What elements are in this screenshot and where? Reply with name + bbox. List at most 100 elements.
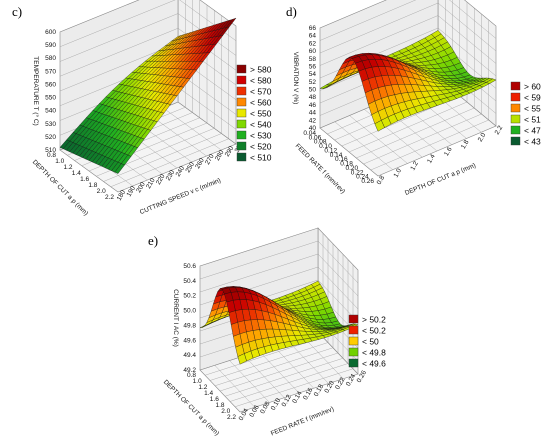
grid-line	[363, 14, 482, 165]
z-tick-label: 50.0	[183, 308, 196, 315]
legend-swatch	[348, 325, 359, 335]
z-tick-label: 570	[45, 68, 56, 75]
y-tick-label: 290	[224, 145, 236, 158]
legend-swatch	[510, 92, 521, 102]
grid-line	[288, 341, 329, 384]
z-tick-label: 58	[309, 56, 317, 63]
z-tick-label: 520	[45, 134, 56, 141]
legend-swatch	[236, 119, 247, 129]
surface-cell	[237, 353, 247, 365]
x-tick-label: 0.10	[319, 143, 332, 150]
x-tick-label: 0.20	[346, 165, 359, 172]
x-tick-label: 0.18	[340, 161, 353, 168]
z-tick-label: 49.2	[183, 367, 196, 374]
y-tick-label: 0.8	[376, 174, 387, 186]
legend-swatch	[348, 358, 359, 368]
legend-label: < 580	[250, 76, 272, 86]
legend-label: < 51	[524, 115, 541, 125]
grid-line	[163, 107, 222, 151]
z-tick-label: 56	[309, 63, 317, 70]
y-tick-label: 280	[214, 149, 226, 162]
y-tick-label: 2.0	[477, 131, 488, 143]
panel-label: c)	[12, 4, 22, 19]
x-tick-label: 1.4	[204, 390, 213, 397]
z-axis-title: CURRENT I AC (%)	[172, 289, 179, 347]
y-tick-label: 1.6	[443, 146, 454, 158]
y-tick-label: 1.4	[426, 153, 437, 165]
x-tick-label: 2.2	[227, 414, 236, 421]
z-tick-label: 60	[309, 48, 317, 55]
legend: > 580< 580< 570< 560< 550< 540< 530< 520…	[236, 64, 272, 163]
y-tick-label: 1.8	[460, 139, 471, 151]
legend-label: < 47	[524, 126, 541, 136]
legend: > 60< 59< 55< 51< 47< 43	[510, 82, 541, 147]
legend-label: > 580	[250, 65, 272, 75]
legend-swatch	[236, 75, 247, 85]
x-tick-label: 0.24	[356, 174, 369, 181]
legend-swatch	[510, 136, 521, 146]
x-axis-title: DEPTH OF CUT a p (mm)	[162, 379, 220, 437]
legend-swatch	[348, 347, 359, 357]
legend-swatch	[510, 114, 521, 124]
x-tick-label: 2.0	[97, 188, 106, 195]
legend-label: < 570	[250, 87, 272, 97]
z-tick-label: 550	[45, 95, 56, 102]
z-tick-label: 42	[309, 117, 317, 124]
x-tick-label: 2.2	[105, 194, 114, 201]
legend-swatch	[510, 103, 521, 113]
legend-swatch	[236, 64, 247, 74]
x-axis-title: DEPTH OF CUT a p (mm)	[31, 159, 89, 217]
legend-label: < 520	[250, 142, 272, 152]
x-tick-label: 1.2	[64, 164, 73, 171]
z-axis-title: VIBRATION V (%)	[292, 52, 299, 105]
x-tick-label: 1.2	[198, 384, 207, 391]
z-tick-label: 46	[309, 102, 317, 109]
legend-label: < 59	[524, 93, 541, 103]
legend-swatch	[236, 152, 247, 162]
legend-label: < 510	[250, 153, 272, 163]
grid-line	[319, 2, 497, 54]
grid-line	[209, 238, 329, 381]
grid-line	[348, 2, 468, 153]
legend: > 50.2< 50.2< 50< 49.8< 49.6	[348, 315, 386, 369]
legend-swatch	[236, 108, 247, 118]
x-tick-label: 1.8	[216, 402, 225, 409]
z-tick-label: 66	[309, 25, 317, 32]
legend-label: < 50	[362, 337, 379, 347]
y-tick-label: 180	[116, 189, 128, 202]
x-tick-label: 0.04	[303, 130, 316, 137]
y-tick-label: 2.2	[494, 124, 505, 136]
legend-swatch	[510, 125, 521, 135]
x-tick-label: 0.08	[314, 139, 327, 146]
x-tick-label: 2.0	[221, 408, 230, 415]
panel-label: e)	[148, 233, 158, 248]
surface-cell	[114, 163, 125, 174]
y-tick-label: 220	[155, 173, 167, 186]
z-tick-label: 44	[309, 110, 317, 117]
legend-swatch	[236, 86, 247, 96]
z-tick-label: 49.8	[183, 322, 196, 329]
y-axis-title: FEED RATE f (mm/rev)	[270, 406, 335, 438]
x-tick-label: 1.6	[80, 176, 89, 183]
grid-line	[59, 28, 237, 77]
x-tick-label: 0.8	[187, 372, 196, 379]
legend-label: < 55	[524, 104, 541, 114]
legend-swatch	[236, 97, 247, 107]
surface-mesh	[319, 30, 497, 132]
grid-line	[319, 0, 497, 41]
grid-line	[214, 243, 334, 386]
y-tick-label: 1.0	[393, 167, 404, 179]
x-tick-label: 0.16	[335, 156, 348, 163]
z-tick-label: 50.6	[183, 263, 196, 270]
grid-line	[199, 240, 359, 284]
surface-mesh	[59, 17, 237, 174]
x-axis-title: FEED RATE f (mm/rev)	[294, 143, 347, 196]
y-tick-label: 190	[126, 185, 138, 198]
z-tick-label: 40	[309, 125, 317, 132]
x-tick-label: 0.14	[330, 152, 343, 159]
grid-line	[229, 259, 349, 402]
legend-label: > 50.2	[362, 315, 386, 325]
legend-swatch	[236, 130, 247, 140]
z-tick-label: 540	[45, 108, 56, 115]
